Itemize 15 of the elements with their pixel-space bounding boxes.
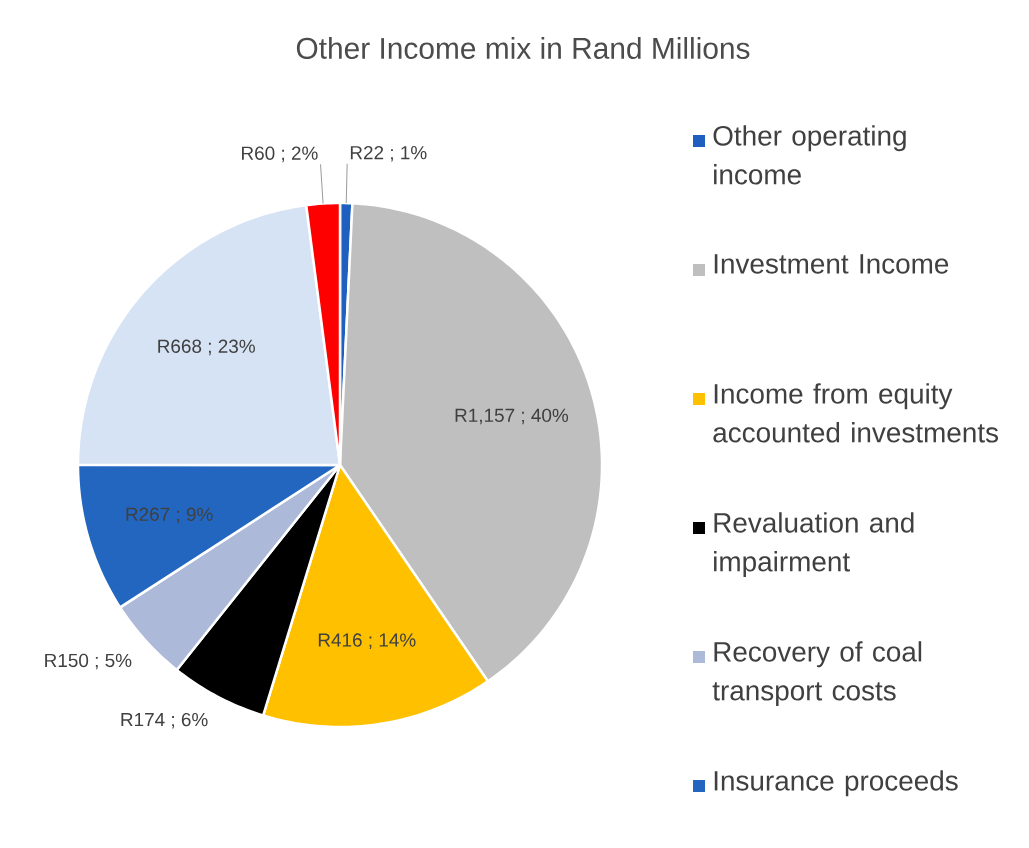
chart-title: Other Income mix in Rand Millions bbox=[296, 37, 750, 59]
legend-label: Income from equity accounted investments bbox=[713, 383, 999, 443]
legend-label: Other operating income bbox=[713, 125, 906, 185]
legend-label: Investment Income bbox=[714, 254, 949, 274]
data-label: R22 ; 1% bbox=[350, 145, 427, 162]
data-label: R416 ; 14% bbox=[318, 633, 416, 649]
legend-label: Recovery of coal transport costs bbox=[712, 641, 922, 707]
data-label: R150 ; 5% bbox=[45, 653, 132, 670]
data-label: R60 ; 2% bbox=[242, 146, 318, 163]
legend-label: Insurance proceeds bbox=[714, 770, 958, 797]
data-label: R668 ; 23% bbox=[158, 339, 255, 356]
data-label: R174 ; 6% bbox=[121, 712, 208, 729]
data-label: R1,157 ; 40% bbox=[455, 408, 569, 425]
legend-label: Revaluation and impairment bbox=[714, 512, 914, 578]
data-label: R267 ; 9% bbox=[126, 507, 213, 524]
